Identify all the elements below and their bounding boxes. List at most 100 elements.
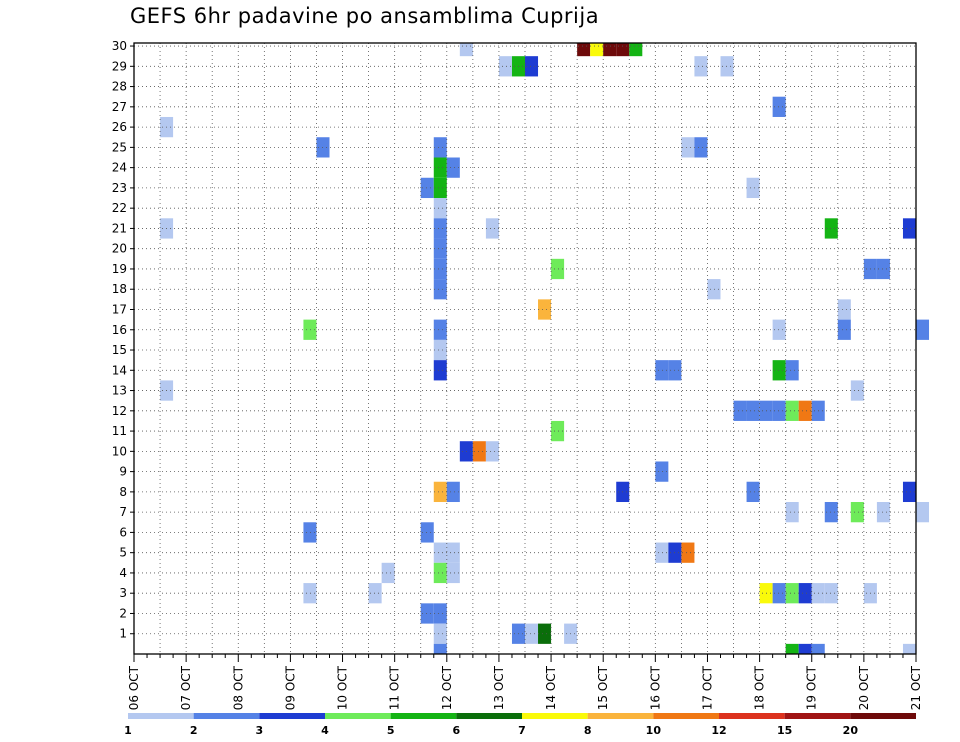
colorbar-label: 15 — [777, 724, 792, 737]
y-tick-label: 27 — [112, 100, 127, 114]
x-tick-label: 20 OCT — [857, 665, 871, 710]
y-tick-label: 25 — [112, 140, 127, 154]
heatmap-cell — [681, 137, 695, 158]
heatmap-cell — [772, 583, 786, 604]
y-tick-label: 24 — [112, 161, 127, 175]
heatmap-cell — [733, 400, 747, 421]
y-tick-label: 29 — [112, 59, 127, 73]
heatmap-cell — [785, 360, 799, 381]
colorbar-label: 12 — [711, 724, 726, 737]
x-tick-label: 19 OCT — [805, 665, 819, 710]
heatmap-cell — [525, 623, 539, 644]
heatmap-cell — [681, 542, 695, 563]
y-tick-label: 4 — [119, 566, 127, 580]
y-tick-label: 9 — [119, 465, 127, 479]
chart-title: GEFS 6hr padavine po ansamblima Cuprija — [130, 4, 600, 28]
heatmap-cell — [772, 360, 786, 381]
heatmap-cell — [303, 522, 317, 543]
heatmap-cell — [837, 319, 851, 340]
heatmap-cell — [485, 218, 499, 239]
heatmap-cell — [551, 420, 565, 442]
axes-layer: 1234567891011121314151617181920212223242… — [112, 39, 923, 710]
heatmap-cell — [433, 562, 447, 584]
heatmap-cell — [655, 360, 669, 381]
heatmap-cell — [694, 137, 708, 158]
heatmap-cell — [876, 258, 890, 280]
y-tick-label: 7 — [119, 505, 127, 519]
colorbar-label: 3 — [256, 724, 264, 737]
heatmap-cell — [746, 400, 760, 421]
heatmap-cell — [824, 583, 838, 604]
colorbar-label: 7 — [518, 724, 526, 737]
heatmap-cell — [590, 43, 604, 57]
heatmap-cell — [433, 623, 447, 644]
heatmap-cell — [824, 218, 838, 239]
colorbar-swatch — [390, 713, 457, 719]
y-tick-label: 18 — [112, 282, 127, 296]
x-tick-label: 15 OCT — [596, 665, 610, 710]
y-tick-label: 28 — [112, 80, 127, 94]
heatmap-cell — [837, 299, 851, 320]
y-tick-label: 11 — [112, 424, 127, 438]
heatmap-cell — [916, 502, 930, 523]
x-tick-label: 11 OCT — [388, 665, 402, 710]
heatmap-cell — [525, 56, 539, 77]
x-tick-label: 14 OCT — [544, 665, 558, 710]
x-tick-label: 17 OCT — [700, 665, 714, 710]
heatmap-cell — [433, 319, 447, 340]
y-tick-label: 12 — [112, 404, 127, 418]
y-tick-label: 14 — [112, 363, 127, 377]
heatmap-cell — [446, 157, 460, 178]
heatmap-cell — [433, 603, 447, 624]
x-tick-label: 08 OCT — [231, 665, 245, 710]
y-tick-label: 23 — [112, 181, 127, 195]
heatmap-cell — [850, 502, 864, 523]
heatmap-cell — [616, 43, 630, 57]
heatmap-cell — [655, 461, 669, 482]
heatmap-cell — [629, 43, 643, 57]
heatmap-cell — [433, 279, 447, 300]
colorbar-swatch — [522, 713, 588, 719]
x-tick-label: 06 OCT — [127, 665, 141, 710]
heatmap-cell — [433, 218, 447, 239]
grid-layer — [134, 43, 916, 654]
y-tick-label: 15 — [112, 343, 127, 357]
heatmap-cell — [303, 319, 317, 340]
y-tick-label: 16 — [112, 323, 127, 337]
colorbar-label: 20 — [843, 724, 859, 737]
colorbar-swatch — [193, 713, 260, 719]
heatmap-cell — [433, 360, 447, 381]
y-tick-label: 21 — [112, 221, 127, 235]
heatmap-cell — [538, 299, 552, 320]
x-tick-label: 18 OCT — [753, 665, 767, 710]
colorbar-swatch — [325, 713, 391, 719]
y-tick-label: 5 — [119, 546, 127, 560]
y-tick-label: 10 — [112, 444, 127, 458]
x-tick-label: 13 OCT — [492, 665, 506, 710]
x-tick-label: 21 OCT — [909, 665, 923, 710]
y-tick-label: 6 — [119, 525, 127, 539]
colorbar-label: 10 — [646, 724, 662, 737]
heatmap-cell — [472, 441, 486, 462]
plot-frame — [133, 42, 917, 655]
heatmap-cell — [824, 502, 838, 523]
heatmap-cell — [433, 157, 447, 178]
heatmap-cell — [433, 542, 447, 563]
heatmap-cell — [798, 583, 812, 604]
heatmap-cell — [694, 56, 708, 77]
x-tick-label: 16 OCT — [648, 665, 662, 710]
heatmap-cell — [785, 400, 799, 421]
heatmap-cell — [446, 542, 460, 563]
heatmap-cell — [798, 643, 812, 654]
heatmap-cell — [876, 502, 890, 523]
heatmap-cell — [785, 502, 799, 523]
colorbar-label: 8 — [584, 724, 592, 737]
x-tick-label: 10 OCT — [336, 665, 350, 710]
colorbar-label: 5 — [387, 724, 395, 737]
heatmap-cell — [420, 603, 434, 624]
heatmap-cell — [433, 258, 447, 280]
colorbar-swatch — [850, 713, 916, 719]
heatmap-cell — [577, 43, 591, 57]
heatmap-cell — [902, 481, 916, 503]
